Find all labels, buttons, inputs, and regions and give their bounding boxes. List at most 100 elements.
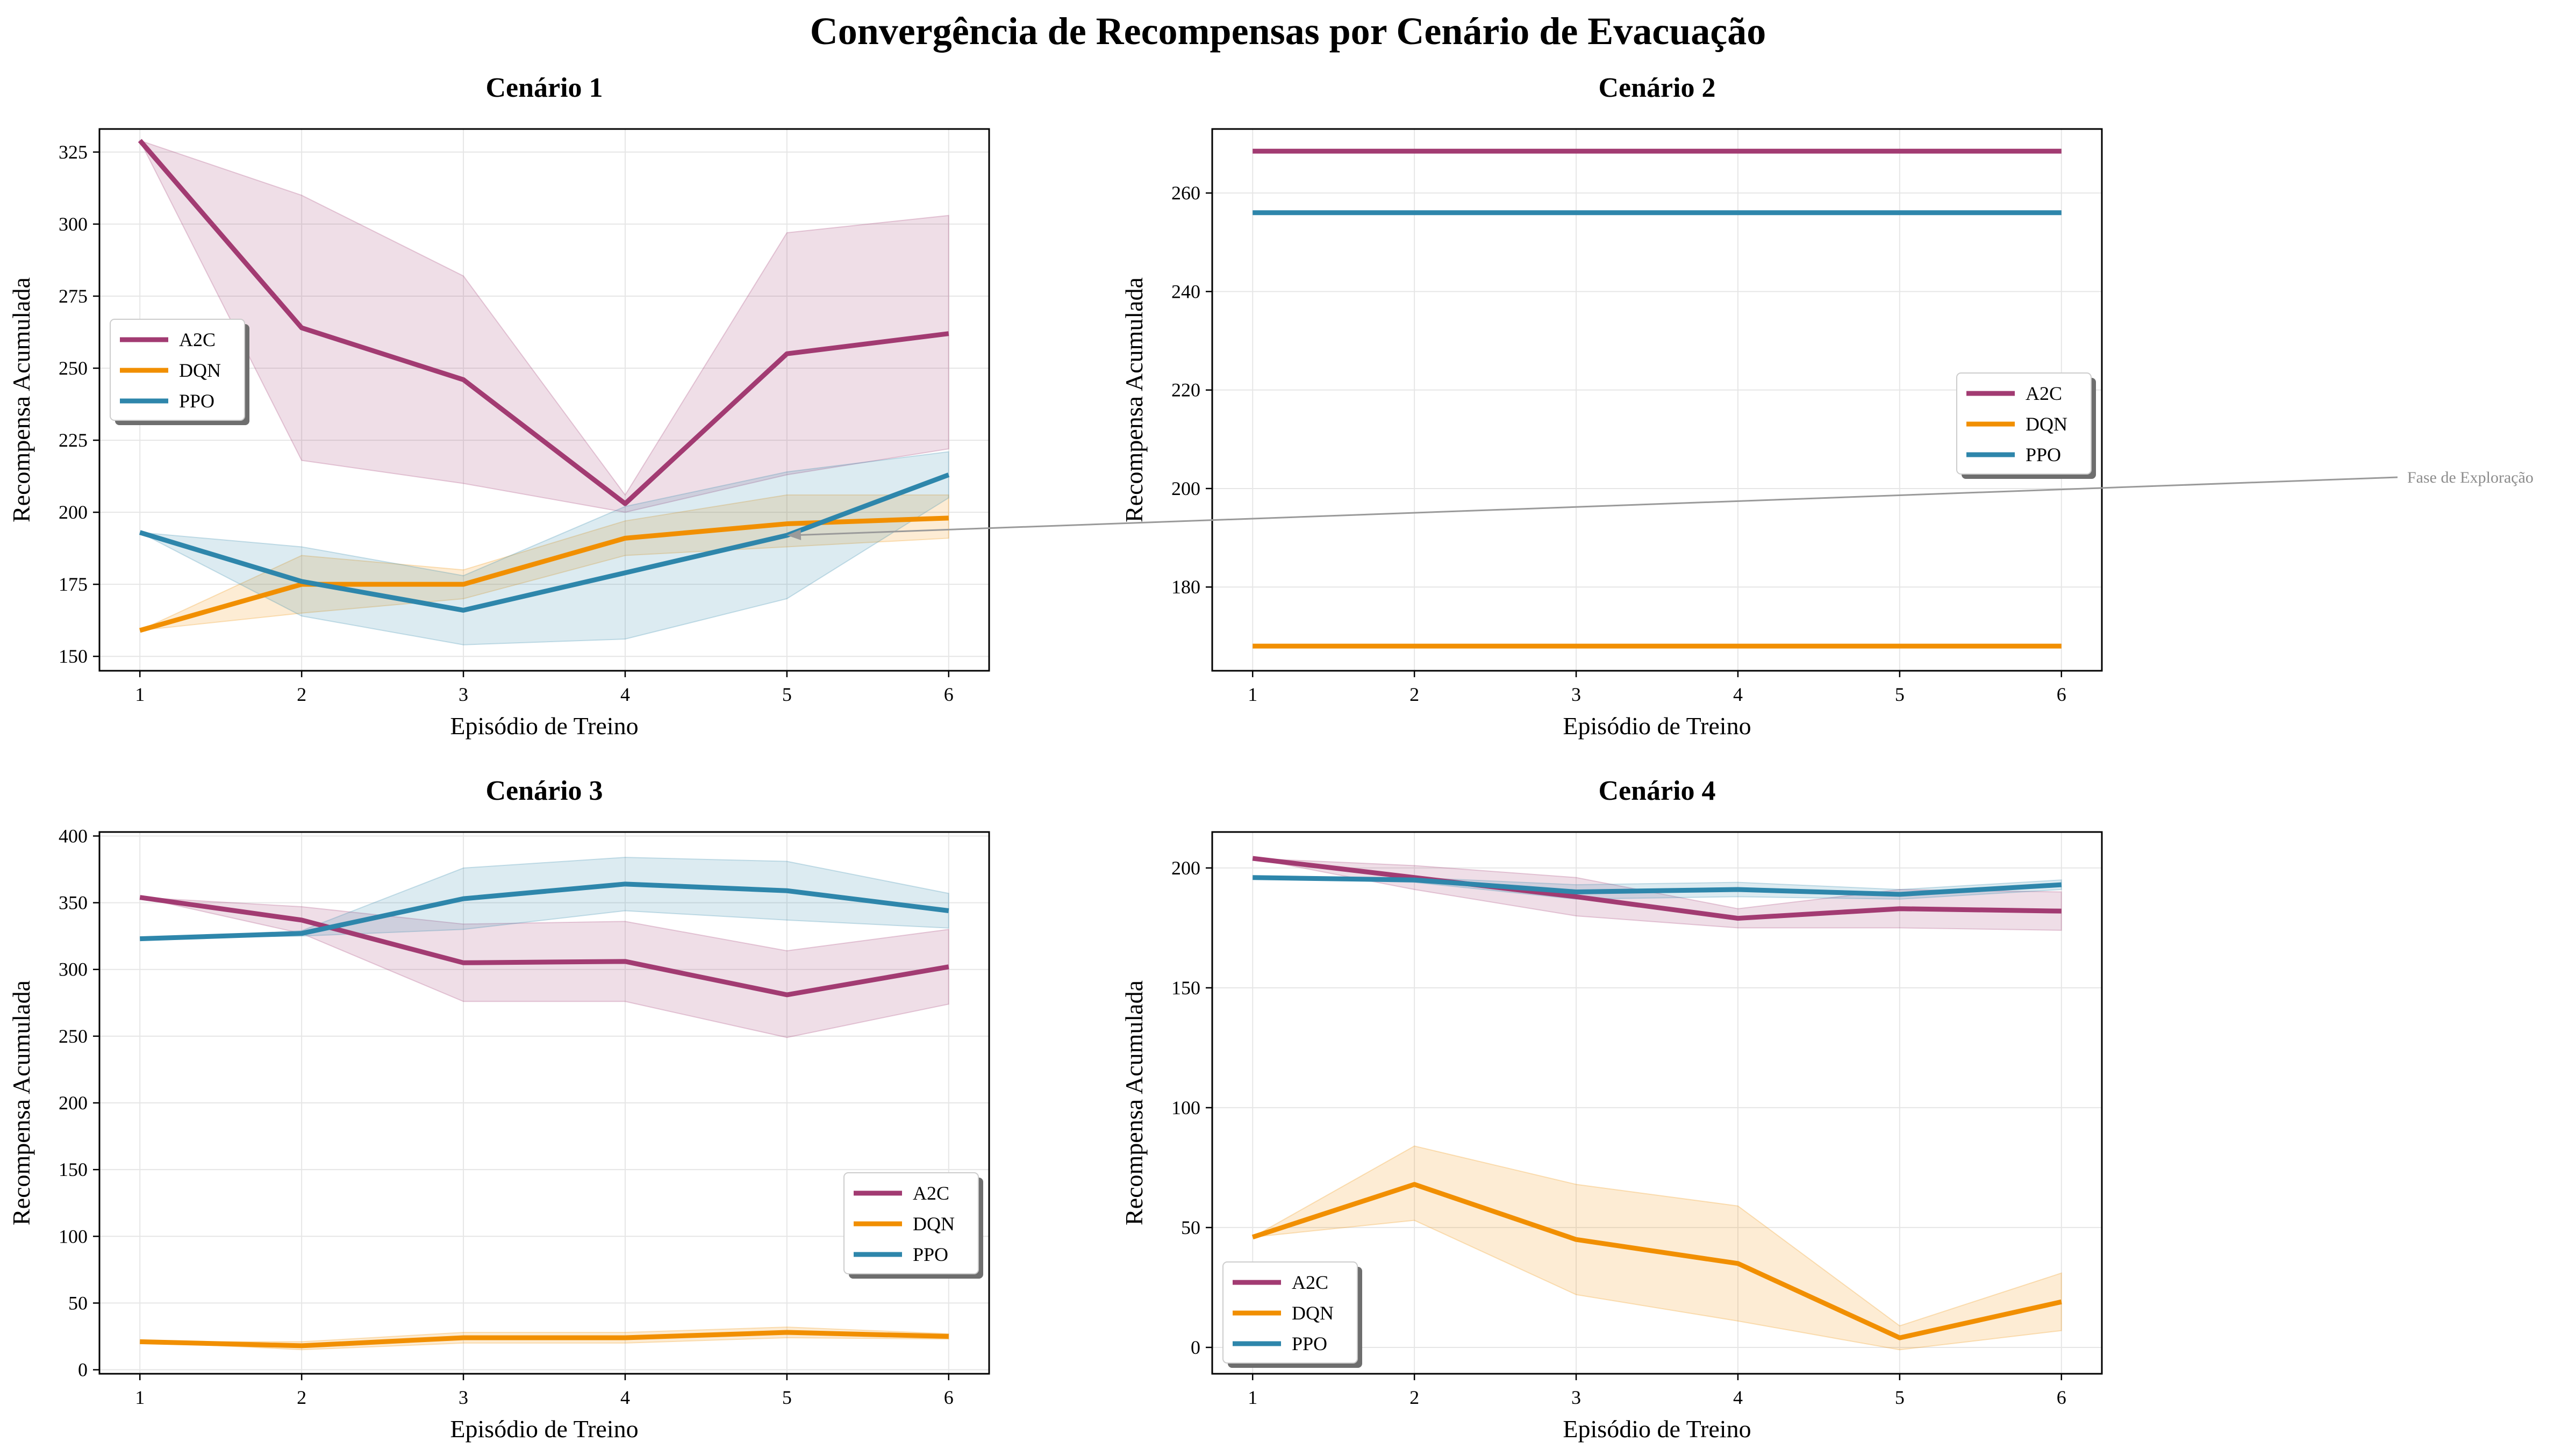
y-tick-label: 200 xyxy=(1171,857,1200,879)
x-tick-label: 1 xyxy=(1248,1387,1257,1408)
y-tick-label: 300 xyxy=(59,213,88,235)
legend-label-dqn: DQN xyxy=(1292,1302,1334,1324)
axes-frame xyxy=(98,128,990,672)
x-tick-label: 5 xyxy=(782,684,792,705)
x-tick-label: 5 xyxy=(1895,684,1905,705)
y-axis-label: Recompensa Acumulada xyxy=(8,277,35,522)
y-tick-label: 150 xyxy=(59,645,88,667)
x-axis-label: Episódio de Treino xyxy=(450,712,638,740)
chart-panel-2: 1 2 3 4 5 6 180 200 220 240 260 Cenário 2 Episódio d… xyxy=(1120,73,2103,740)
y-tick-label: 200 xyxy=(59,1092,88,1114)
panel-title: Cenário 4 xyxy=(1598,776,1715,806)
x-tick-label: 6 xyxy=(2057,1387,2066,1408)
legend: A2C DQN PPO xyxy=(843,1172,983,1279)
series-line-ppo xyxy=(140,881,949,942)
axes-frame xyxy=(1211,831,2103,1375)
series-line-ppo xyxy=(1253,875,2062,897)
y-tick-label: 50 xyxy=(1181,1217,1200,1238)
chart-panel-1: 1 2 3 4 5 6 150 175 200 225 250 275 300 325 Cenário 1 E… xyxy=(8,73,990,740)
y-tick-label: 250 xyxy=(59,357,88,379)
legend-label-a2c: A2C xyxy=(913,1182,949,1204)
plot-area xyxy=(139,857,949,1351)
legend-box xyxy=(843,1172,979,1274)
legend: A2C DQN PPO xyxy=(110,319,249,425)
y-tick-label: 100 xyxy=(1171,1097,1200,1118)
x-axis-label: Episódio de Treino xyxy=(1563,1415,1751,1443)
chart-panel-4: 1 2 3 4 5 6 0 50 100 150 200 Cenário 4 Episódio de T… xyxy=(1120,776,2103,1443)
x-tick-label: 2 xyxy=(297,684,306,705)
x-tick-label: 3 xyxy=(1571,684,1581,705)
plot-area xyxy=(1251,856,2062,1351)
x-tick-label: 4 xyxy=(620,684,630,705)
series-line-a2c xyxy=(138,139,949,506)
annotation-arrowhead xyxy=(786,529,802,541)
legend-label-ppo: PPO xyxy=(1292,1333,1327,1354)
confidence-band-dqn xyxy=(1252,1145,2062,1351)
x-tick-label: 3 xyxy=(459,684,468,705)
y-tick-label: 175 xyxy=(59,573,88,595)
grid xyxy=(99,832,989,1374)
x-tick-label: 6 xyxy=(2057,684,2066,705)
series-line-ppo xyxy=(139,472,950,613)
panel-title: Cenário 2 xyxy=(1598,73,1715,103)
y-axis-label: Recompensa Acumulada xyxy=(1120,277,1148,522)
chart-panel-3: 1 2 3 4 5 6 0 50 100 150 200 250 300 350 400 Cenário 3 E… xyxy=(8,776,990,1443)
legend-label-a2c: A2C xyxy=(2026,383,2062,404)
x-tick-label: 1 xyxy=(135,1387,145,1408)
y-tick-label: 0 xyxy=(1191,1337,1200,1358)
legend-label-dqn: DQN xyxy=(2026,413,2067,435)
panel-title: Cenário 3 xyxy=(485,776,603,806)
y-tick-label: 220 xyxy=(1171,379,1200,401)
legend-label-ppo: PPO xyxy=(2026,444,2061,465)
y-tick-label: 0 xyxy=(78,1359,88,1381)
legend-label-dqn: DQN xyxy=(179,360,221,381)
legend-label-dqn: DQN xyxy=(913,1213,955,1235)
figure-title: Convergência de Recompensas por Cenário … xyxy=(810,10,1766,53)
annotation-arrow-line xyxy=(791,476,2398,536)
x-tick-label: 4 xyxy=(1733,1387,1743,1408)
y-tick-label: 275 xyxy=(59,285,88,307)
x-tick-label: 2 xyxy=(1409,1387,1419,1408)
grid xyxy=(1212,129,2102,671)
plot-area xyxy=(1253,148,2062,649)
x-tick-label: 2 xyxy=(1409,684,1419,705)
legend-box xyxy=(110,319,245,421)
x-tick-label: 5 xyxy=(1895,1387,1905,1408)
y-tick-label: 100 xyxy=(59,1225,88,1247)
y-tick-label: 150 xyxy=(1171,977,1200,999)
x-axis-label: Episódio de Treino xyxy=(450,1415,638,1443)
legend-box xyxy=(1222,1261,1358,1364)
y-axis-label: Recompensa Acumulada xyxy=(8,980,35,1225)
x-tick-label: 6 xyxy=(944,684,954,705)
y-tick-label: 200 xyxy=(1171,478,1200,499)
x-tick-label: 4 xyxy=(620,1387,630,1408)
legend-label-a2c: A2C xyxy=(1292,1272,1328,1293)
plot-area xyxy=(138,139,950,645)
x-tick-label: 1 xyxy=(135,684,145,705)
y-tick-label: 350 xyxy=(59,892,88,914)
x-tick-label: 6 xyxy=(944,1387,954,1408)
legend-label-ppo: PPO xyxy=(179,390,214,412)
legend: A2C DQN PPO xyxy=(1222,1261,1362,1368)
panel-title: Cenário 1 xyxy=(485,73,603,103)
y-tick-label: 325 xyxy=(59,141,88,163)
axes-frame xyxy=(1211,128,2103,672)
legend: A2C DQN PPO xyxy=(1956,372,2096,479)
y-tick-label: 180 xyxy=(1171,576,1200,598)
legend-label-ppo: PPO xyxy=(913,1244,948,1265)
x-axis-label: Episódio de Treino xyxy=(1563,712,1751,740)
series-line-a2c xyxy=(1252,856,2062,921)
legend-box xyxy=(1956,372,2092,475)
confidence-band-a2c xyxy=(139,139,949,513)
y-tick-label: 260 xyxy=(1171,182,1200,204)
series-line-dqn xyxy=(140,1330,949,1349)
y-tick-label: 150 xyxy=(59,1159,88,1180)
x-tick-label: 3 xyxy=(1571,1387,1581,1408)
y-tick-label: 200 xyxy=(59,501,88,523)
y-tick-label: 300 xyxy=(59,959,88,980)
legend-label-a2c: A2C xyxy=(179,329,216,350)
y-tick-label: 400 xyxy=(59,825,88,847)
y-tick-label: 50 xyxy=(68,1292,88,1314)
x-tick-label: 5 xyxy=(782,1387,792,1408)
